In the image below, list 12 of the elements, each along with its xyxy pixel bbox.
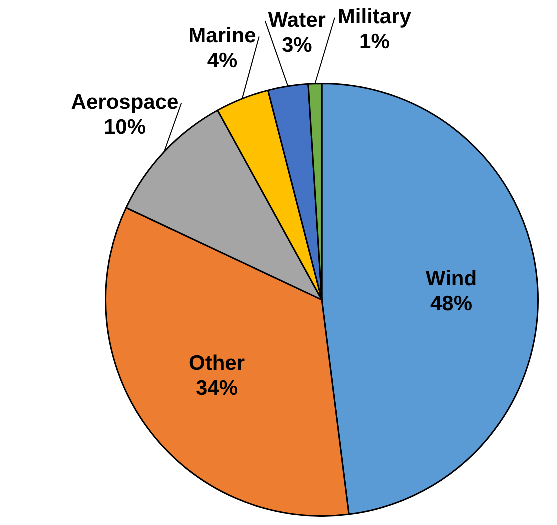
data-label: 10%	[104, 116, 146, 139]
data-label: 4%	[207, 50, 238, 73]
slice-label: Wind	[426, 268, 478, 291]
data-label: 48%	[430, 292, 473, 316]
data-label: 34%	[196, 377, 238, 400]
slice-label: Water	[268, 8, 326, 32]
slice-label: Aerospace	[71, 90, 179, 114]
slice-label: Marine	[188, 24, 256, 48]
slice-label: Other	[189, 352, 246, 376]
slice-label: Military	[338, 6, 412, 29]
data-label: 1%	[360, 30, 390, 54]
data-label: 3%	[282, 34, 313, 57]
